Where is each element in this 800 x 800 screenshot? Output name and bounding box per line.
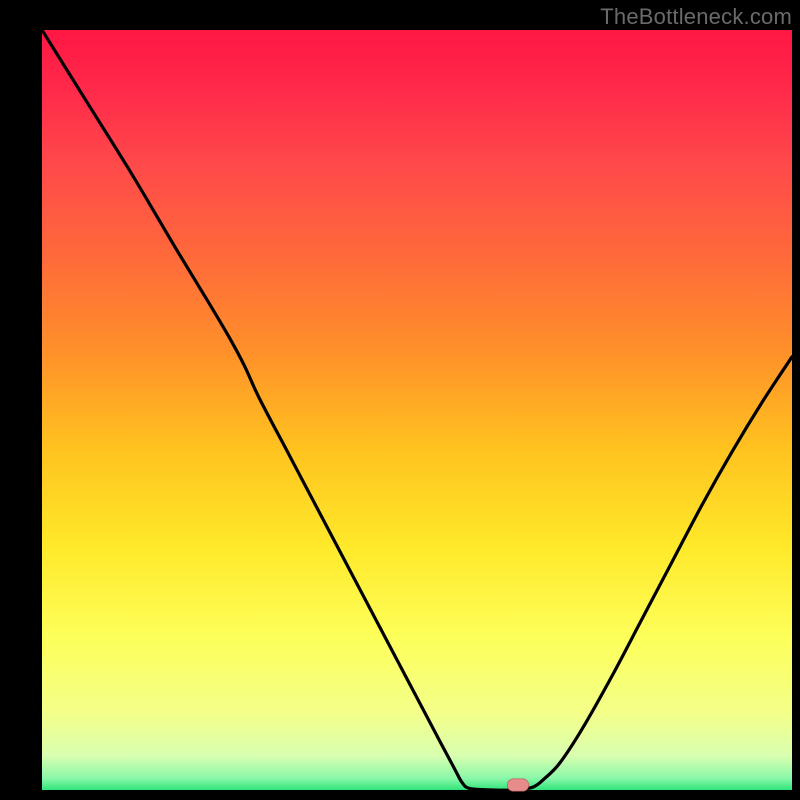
curve-layer [42,30,792,790]
plot-area [42,30,792,790]
watermark-text: TheBottleneck.com [600,4,792,30]
optimum-marker [507,779,529,792]
chart-canvas: TheBottleneck.com [0,0,800,800]
bottleneck-curve [42,30,792,790]
